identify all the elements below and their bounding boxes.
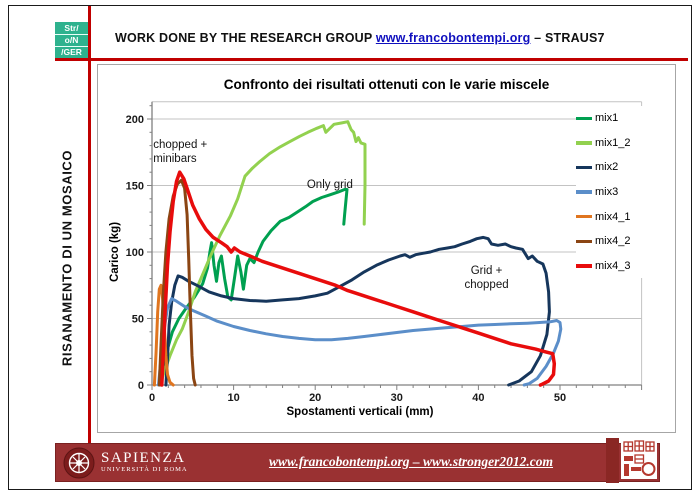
x-tick-label: 40 xyxy=(472,392,484,404)
legend-label: mix4_3 xyxy=(595,259,631,272)
legend-swatch-icon xyxy=(576,214,592,219)
y-tick-label: 50 xyxy=(132,314,144,326)
series-mix4_2 xyxy=(157,178,197,387)
chart-legend: mix1 mix1_2 mix2 mix3 mix4_1 mix4_2 mix4_3 xyxy=(576,106,672,279)
sapienza-name: SAPIENZA xyxy=(101,450,186,466)
y-axis-title: Carico (kg) xyxy=(109,221,121,283)
series-mix1_2 xyxy=(158,120,367,387)
series-mix4_3 xyxy=(160,170,557,387)
legend-item-mix1_2: mix1_2 xyxy=(576,131,672,156)
legend-swatch-icon xyxy=(576,141,592,145)
legend-item-mix3: mix3 xyxy=(576,180,672,205)
x-tick-label: 50 xyxy=(554,392,566,404)
legend-item-mix2: mix2 xyxy=(576,155,672,180)
legend-item-mix4_1: mix4_1 xyxy=(576,204,672,229)
line-chart: 0 10 20 30 40 50 0 50 100 150 200 xyxy=(126,101,643,404)
legend-label: mix4_2 xyxy=(595,235,631,248)
x-tick-label: 20 xyxy=(309,392,321,404)
header-title-prefix: WORK DONE BY THE RESEARCH GROUP xyxy=(115,31,376,45)
y-tick-label: 200 xyxy=(126,114,144,126)
red-horizontal-rule xyxy=(55,58,688,61)
series-mix2 xyxy=(164,235,551,387)
sapienza-subtitle: UNIVERSITÀ DI ROMA xyxy=(101,466,188,473)
x-tick-label: 10 xyxy=(227,392,239,404)
x-tick-label: 30 xyxy=(391,392,403,404)
header-link[interactable]: www.francobontempi.org xyxy=(375,31,531,45)
legend-label: mix1_2 xyxy=(595,136,631,149)
chart-container: Confronto dei risultati ottenuti con le … xyxy=(97,64,676,433)
legend-label: mix4_1 xyxy=(595,210,631,223)
legend-swatch-icon xyxy=(576,190,592,194)
footer-bar: SAPIENZA UNIVERSITÀ DI ROMA www.francobo… xyxy=(55,438,660,483)
legend-swatch-icon xyxy=(576,239,592,244)
legend-item-mix4_2: mix4_2 xyxy=(576,229,672,254)
chart-title: Confronto dei risultati ottenuti con le … xyxy=(223,77,550,92)
seal-stamp-icon xyxy=(621,439,657,479)
legend-label: mix1 xyxy=(595,112,619,125)
logo-line-3: /GER xyxy=(61,46,82,57)
legend-label: mix3 xyxy=(595,186,619,199)
legend-swatch-icon xyxy=(576,165,592,170)
legend-swatch-icon xyxy=(576,116,592,121)
legend-label: mix2 xyxy=(595,161,619,174)
header-title-suffix: – STRAUS7 xyxy=(530,31,605,45)
series-mix1 xyxy=(157,188,349,387)
footer-link[interactable]: www.francobontempi.org – www.stronger201… xyxy=(268,454,554,469)
series-mix3 xyxy=(157,297,563,387)
y-tick-label: 150 xyxy=(126,181,144,193)
legend-swatch-icon xyxy=(576,264,592,268)
sidebar-title: RISANAMENTO DI UN MOSAICO xyxy=(59,149,75,367)
x-tick-label: 0 xyxy=(149,392,155,404)
sapienza-logo-icon xyxy=(63,447,95,479)
logo-line-2: o/N xyxy=(55,35,88,47)
y-tick-label: 100 xyxy=(126,247,144,259)
stamp-divider xyxy=(606,438,619,483)
red-vertical-rule xyxy=(88,6,91,443)
x-axis-title: Spostamenti verticali (mm) xyxy=(286,406,434,418)
legend-item-mix4_3: mix4_3 xyxy=(576,254,672,279)
sapienza-wordmark: SAPIENZA UNIVERSITÀ DI ROMA xyxy=(101,450,188,474)
logo-line-1: Str/ xyxy=(55,23,88,35)
header-title: WORK DONE BY THE RESEARCH GROUP www.fran… xyxy=(115,31,605,45)
slide-border xyxy=(8,5,692,490)
stronger-logo-icon: Str/ o/N /GER xyxy=(55,22,88,58)
y-tick-label: 0 xyxy=(138,380,144,392)
legend-item-mix1: mix1 xyxy=(576,106,672,131)
